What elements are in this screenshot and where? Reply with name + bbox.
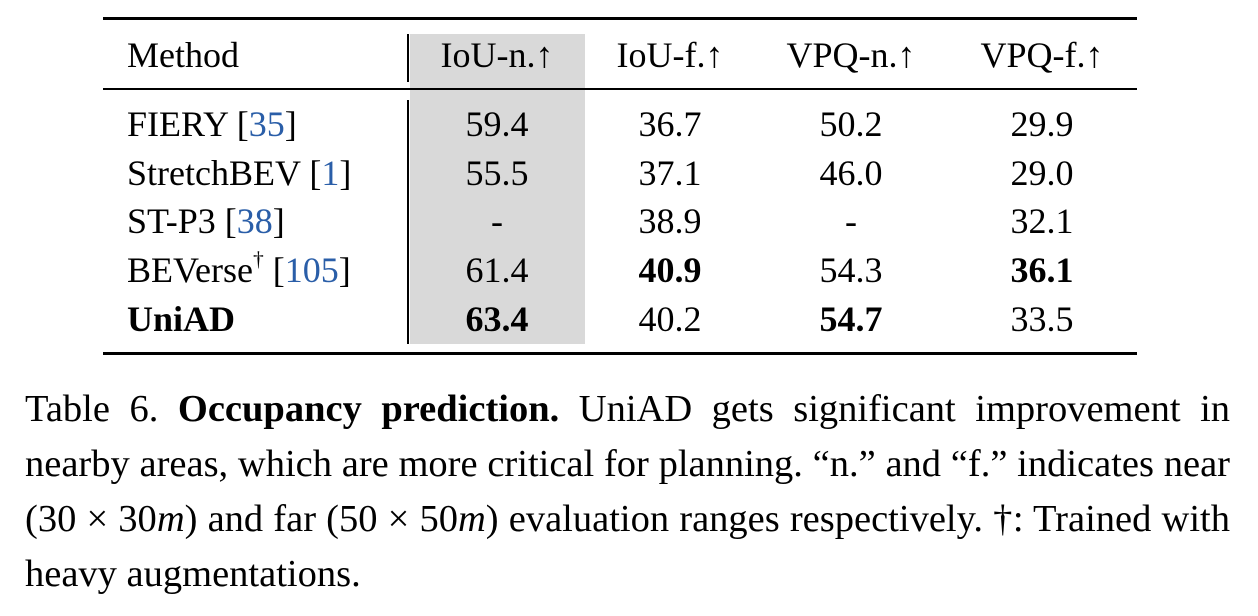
header-cell: VPQ-n.↑: [786, 35, 916, 75]
value-cell: 29.0: [1010, 153, 1074, 193]
value-cell: 37.1: [638, 153, 702, 193]
caption-text: Occupancy prediction.: [177, 388, 560, 430]
method-name: ]: [272, 201, 285, 241]
method-name: ]: [339, 153, 352, 193]
header-cell: Method: [127, 35, 239, 75]
header-cell: IoU-n.↑: [440, 35, 554, 75]
value-cell: 40.2: [638, 299, 702, 339]
value-cell: 50.2: [819, 104, 883, 144]
value-cell: 38.9: [638, 201, 702, 241]
value-cell: 59.4: [465, 104, 529, 144]
value-cell: 40.9: [638, 250, 702, 290]
header-cell: IoU-f.↑: [616, 35, 724, 75]
value-cell: -: [491, 201, 503, 241]
caption-text: Table 6.: [25, 388, 178, 430]
method-cell: StretchBEV [1]: [127, 153, 351, 193]
caption-text: m: [457, 498, 486, 540]
vertical-rule: [407, 100, 409, 344]
caption-text: UniAD gets significant improvement in ne…: [25, 388, 1231, 540]
citation: 38: [236, 201, 273, 241]
highlight: [410, 34, 585, 344]
value-cell: -: [845, 201, 857, 241]
value-cell: 36.1: [1010, 250, 1074, 290]
citation: 1: [321, 153, 340, 193]
caption-text: m: [156, 498, 185, 540]
method-name: ]: [338, 250, 351, 290]
value-cell: 46.0: [819, 153, 883, 193]
method-name: FIERY [: [127, 104, 249, 144]
value-cell: 63.4: [465, 299, 529, 339]
method-name: ST-P3 [: [127, 201, 237, 241]
method-cell: FIERY [35]: [127, 104, 297, 144]
method-name: BEVerse: [127, 250, 253, 290]
method-cell: UniAD: [127, 299, 235, 339]
value-cell: 32.1: [1010, 201, 1074, 241]
method-name: †: [252, 246, 264, 271]
vertical-rule: [407, 34, 409, 82]
citation: 105: [284, 250, 339, 290]
header-cell: VPQ-f.↑: [980, 35, 1104, 75]
value-cell: 54.7: [819, 299, 883, 339]
value-cell: 55.5: [465, 153, 529, 193]
method-name: UniAD: [127, 299, 236, 339]
caption: Table 6. Occupancy prediction. UniAD get…: [25, 382, 1230, 602]
citation: 35: [248, 104, 285, 144]
value-cell: 61.4: [465, 250, 529, 290]
value-cell: 54.3: [819, 250, 883, 290]
caption-text: ) evaluation ranges respectively. †: Tra…: [25, 498, 1230, 595]
caption-text: ) and far (50 × 50: [184, 498, 458, 540]
method-name: [: [263, 250, 285, 290]
value-cell: 36.7: [638, 104, 702, 144]
method-cell: BEVerse† [105]: [127, 246, 351, 290]
method-name: StretchBEV [: [127, 153, 322, 193]
method-cell: ST-P3 [38]: [127, 201, 285, 241]
bottom-rule: [103, 352, 1137, 355]
method-name: ]: [284, 104, 297, 144]
value-cell: 29.9: [1010, 104, 1074, 144]
top-rule: [103, 17, 1137, 20]
mid-rule: [103, 88, 1137, 90]
value-cell: 33.5: [1010, 299, 1074, 339]
